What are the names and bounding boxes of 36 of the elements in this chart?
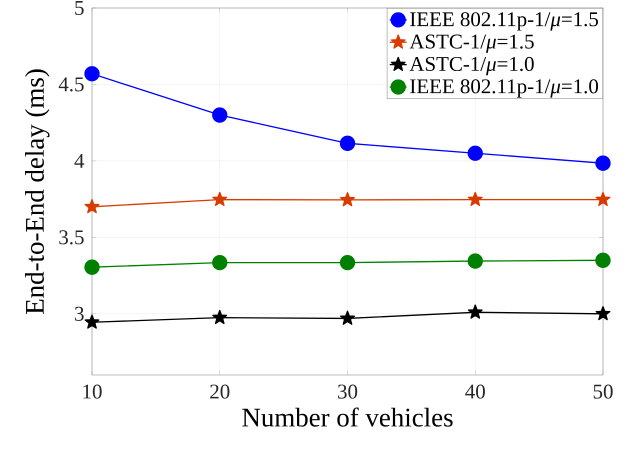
y-tick-label: 4.5 (58, 77, 84, 92)
y-tick-label: 4 (74, 154, 84, 168)
point (340, 254, 356, 270)
point (596, 306, 610, 320)
point (468, 304, 483, 319)
point (595, 156, 611, 171)
point (468, 146, 483, 161)
legend-label: IEEE 802.11p-1/μ=1.5 (410, 12, 598, 31)
legend-label: IEEE 802.11p-1/μ=1.0 (410, 79, 598, 98)
point (212, 310, 228, 324)
point (468, 253, 483, 269)
y-tick-label: 3 (75, 306, 84, 321)
point (84, 314, 100, 329)
point (340, 136, 356, 151)
x-tick-label: 30 (338, 384, 358, 399)
point (212, 107, 228, 123)
point (340, 192, 355, 206)
point (340, 310, 355, 325)
point (596, 192, 610, 206)
point (212, 192, 228, 206)
y-tick-label: 5 (75, 1, 84, 15)
point (212, 254, 228, 270)
y-tick-label: 3.5 (59, 230, 84, 244)
point (84, 66, 100, 82)
y-axis-title: End-to-End delay (ms) (25, 69, 50, 314)
x-tick-label: 40 (465, 384, 485, 399)
x-tick-label: 20 (210, 384, 230, 399)
point (84, 198, 100, 214)
point (468, 192, 483, 206)
legend-label: ASTC-1/μ=1.5 (410, 34, 534, 53)
point (595, 252, 611, 268)
x-tick-label: 50 (594, 384, 613, 399)
x-axis-title: Number of vehicles (242, 407, 453, 427)
x-tick-label: 10 (83, 384, 102, 399)
legend-label: ASTC-1/μ=1.0 (410, 56, 534, 76)
point (84, 260, 100, 275)
